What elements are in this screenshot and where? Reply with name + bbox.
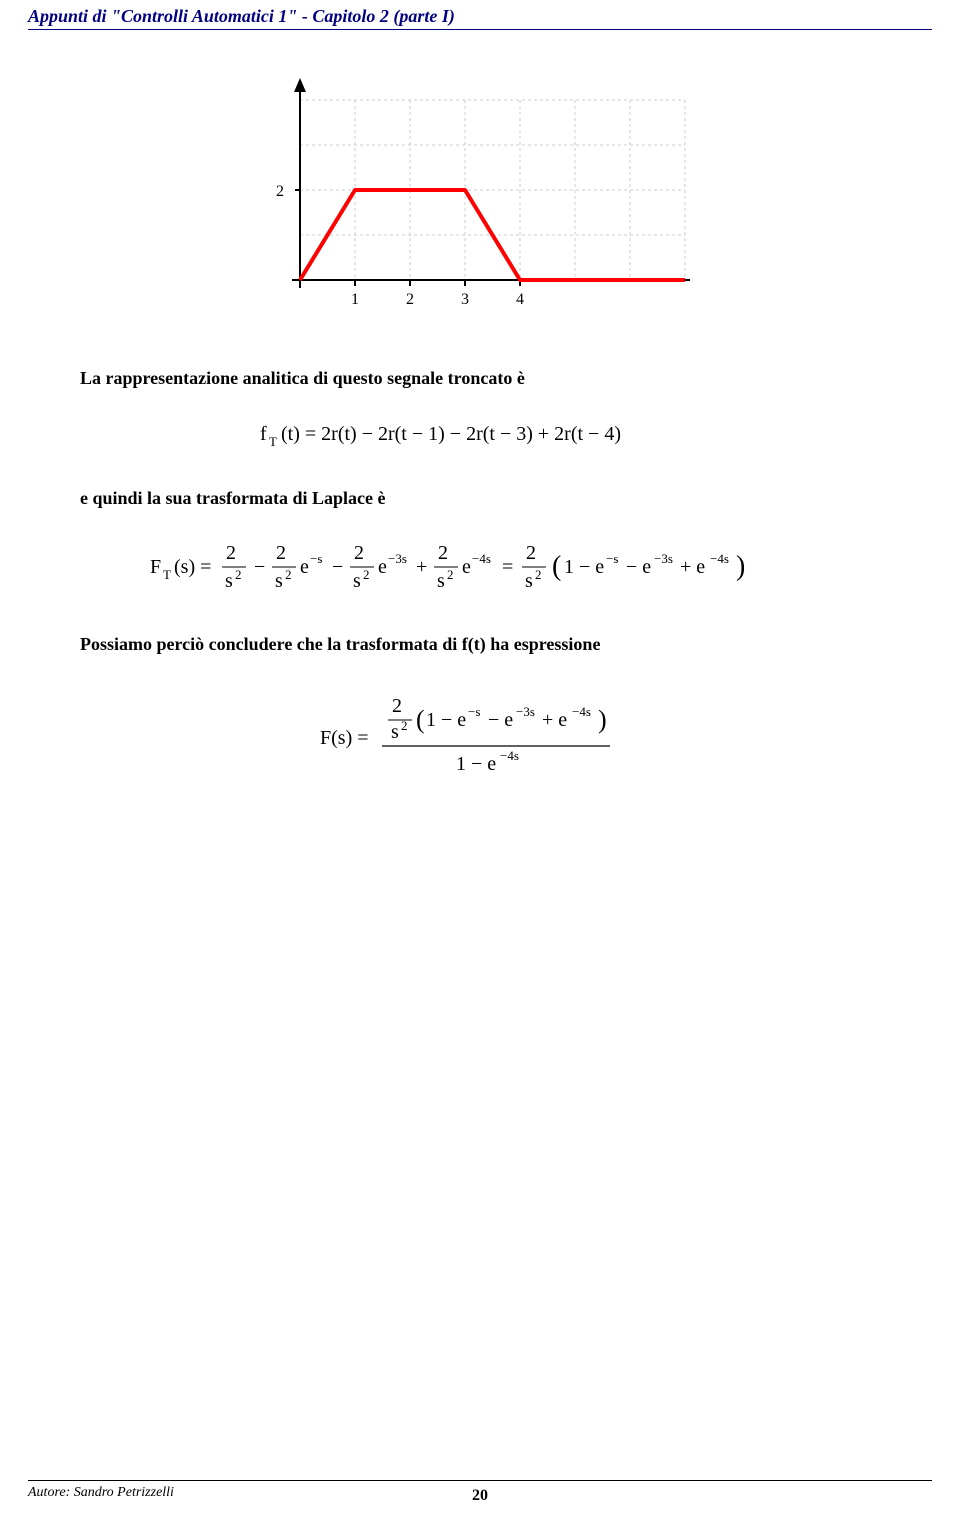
formula-3: F(s) =2s2(1 − e−s− e−3s+ e−4s)1 − e−4s: [0, 678, 960, 803]
formula-2: FT(s) =2s2−2s2e−s−2s2e−3s+2s2e−4s=2s2(1 …: [0, 532, 960, 607]
formula-1-svg: fT (t) = 2r(t) − 2r(t − 1) − 2r(t − 3) + …: [220, 412, 740, 456]
svg-text:s: s: [353, 570, 361, 592]
svg-text:−s: −s: [468, 704, 480, 719]
svg-text:−3s: −3s: [516, 704, 535, 719]
svg-text:e: e: [300, 556, 309, 578]
svg-text:2: 2: [276, 183, 284, 200]
svg-text:(t) = 2r(t) − 2r(t − 1) − 2r(t: (t) = 2r(t) − 2r(t − 1) − 2r(t − 3) + 2r…: [281, 423, 621, 445]
svg-text:2: 2: [406, 291, 414, 308]
svg-text:s: s: [525, 570, 533, 592]
paragraph-2: e quindi la sua trasformata di Laplace è: [80, 485, 880, 512]
svg-text:2: 2: [285, 567, 292, 582]
svg-text:(: (: [416, 705, 425, 734]
svg-text:2: 2: [438, 542, 448, 564]
svg-text:T: T: [163, 567, 171, 582]
svg-text:=: =: [502, 556, 513, 578]
svg-text:2: 2: [526, 542, 536, 564]
svg-text:−4s: −4s: [500, 748, 519, 763]
svg-text:−4s: −4s: [710, 551, 729, 566]
svg-text:3: 3: [461, 291, 469, 308]
header-title: Appunti di "Controlli Automatici 1" - Ca…: [28, 6, 455, 26]
svg-text:s: s: [437, 570, 445, 592]
svg-text:4: 4: [516, 291, 524, 308]
svg-text:e: e: [462, 556, 471, 578]
svg-text:(: (: [552, 551, 561, 582]
svg-text:s: s: [225, 570, 233, 592]
formula-2-svg: FT(s) =2s2−2s2e−s−2s2e−3s+2s2e−4s=2s2(1 …: [140, 532, 820, 602]
svg-text:s: s: [275, 570, 283, 592]
svg-text:1 − e: 1 − e: [564, 556, 604, 578]
svg-text:s: s: [391, 721, 399, 743]
svg-text:−3s: −3s: [388, 551, 407, 566]
svg-text:F(s) =: F(s) =: [320, 727, 369, 749]
svg-text:1: 1: [351, 291, 359, 308]
svg-text:2: 2: [447, 567, 454, 582]
svg-text:2: 2: [535, 567, 542, 582]
svg-text:T: T: [269, 434, 277, 449]
svg-text:+ e: + e: [542, 709, 567, 731]
svg-text:1 − e: 1 − e: [426, 709, 466, 731]
paragraph-3: Possiamo perciò concludere che la trasfo…: [80, 631, 880, 658]
chart-svg: 2 1 2 3 4: [270, 70, 690, 330]
svg-text:2: 2: [276, 542, 286, 564]
svg-text:(s) =: (s) =: [174, 556, 211, 578]
signal-chart: 2 1 2 3 4: [270, 70, 690, 335]
svg-text:): ): [736, 551, 745, 582]
svg-text:+ e: + e: [680, 556, 705, 578]
svg-text:2: 2: [354, 542, 364, 564]
svg-text:2: 2: [235, 567, 242, 582]
paragraph-1: La rappresentazione analitica di questo …: [80, 365, 880, 392]
svg-text:e: e: [378, 556, 387, 578]
svg-text:−3s: −3s: [654, 551, 673, 566]
svg-text:2: 2: [401, 718, 408, 733]
formula-1: fT (t) = 2r(t) − 2r(t − 1) − 2r(t − 3) + …: [0, 412, 960, 461]
svg-text:−4s: −4s: [572, 704, 591, 719]
svg-text:−: −: [332, 556, 343, 578]
svg-text:−s: −s: [606, 551, 618, 566]
svg-text:2: 2: [226, 542, 236, 564]
svg-text:− e: − e: [626, 556, 651, 578]
svg-text:−s: −s: [310, 551, 322, 566]
header-rule: [28, 29, 932, 30]
svg-text:f: f: [260, 423, 267, 445]
svg-text:F: F: [150, 556, 161, 578]
svg-text:−: −: [254, 556, 265, 578]
formula-3-svg: F(s) =2s2(1 − e−s− e−3s+ e−4s)1 − e−4s: [300, 678, 660, 798]
footer-author: Autore: Sandro Petrizzelli: [28, 1485, 174, 1500]
svg-text:1 − e: 1 − e: [456, 753, 496, 775]
svg-text:): ): [598, 705, 607, 734]
page-header: Appunti di "Controlli Automatici 1" - Ca…: [0, 0, 960, 29]
svg-text:+: +: [416, 556, 427, 578]
svg-text:2: 2: [363, 567, 370, 582]
svg-text:2: 2: [392, 695, 402, 717]
svg-text:− e: − e: [488, 709, 513, 731]
svg-text:−4s: −4s: [472, 551, 491, 566]
page-footer: Autore: Sandro Petrizzelli 20: [28, 1480, 932, 1501]
footer-page-number: 20: [472, 1487, 488, 1505]
